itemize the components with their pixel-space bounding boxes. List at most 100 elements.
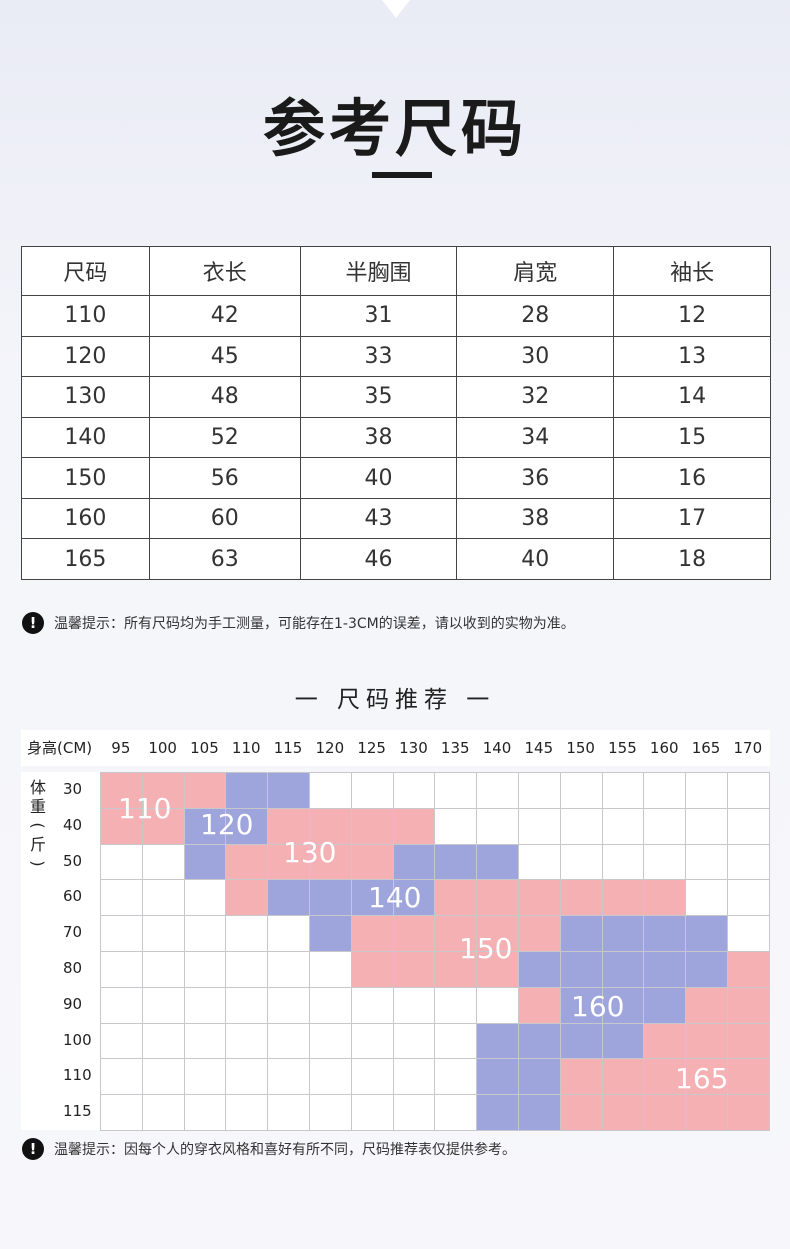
- grid-cell: [601, 772, 645, 809]
- grid-cell: [225, 951, 269, 988]
- grid-cell: [141, 951, 185, 988]
- grid-cell: [183, 1022, 227, 1060]
- grid-cell: [225, 986, 269, 1024]
- grid-cell: [559, 915, 603, 952]
- table-cell: 17: [613, 497, 771, 540]
- grid-cell: [267, 1058, 310, 1096]
- table-cell: 43: [299, 497, 458, 540]
- grid-cell: [727, 807, 770, 845]
- col-header-size: 尺码: [21, 246, 150, 296]
- grid-cell: [476, 986, 519, 1024]
- grid-cell: [309, 986, 352, 1024]
- height-value: 100: [148, 739, 177, 757]
- table-cell: 32: [456, 376, 615, 418]
- grid-cell: [643, 1022, 687, 1060]
- grid-cell: [518, 915, 561, 952]
- grid-cell: [518, 1022, 561, 1060]
- grid-cell: [100, 1022, 143, 1060]
- height-value: 170: [733, 739, 763, 757]
- grid-cell: [434, 986, 478, 1024]
- grid-cell: [476, 1094, 519, 1131]
- grid-cell: [518, 772, 561, 809]
- grid-cell: [643, 951, 687, 988]
- table-cell: 12: [613, 295, 771, 337]
- grid-cell: [559, 951, 603, 988]
- grid-cell: [643, 1094, 687, 1131]
- col-header-length: 衣长: [148, 246, 301, 296]
- grid-cell: [476, 843, 519, 881]
- grid-cell: [727, 1094, 770, 1131]
- table-cell: 28: [456, 295, 615, 337]
- grid-cell: [518, 1094, 561, 1131]
- grid-cell: [559, 807, 603, 845]
- grid-cell: [392, 1058, 436, 1096]
- grid-cell: [476, 915, 519, 952]
- grid-cell: [100, 915, 143, 952]
- grid-cell: [350, 1058, 394, 1096]
- weight-value: 100: [63, 1030, 92, 1049]
- table-cell: 14: [613, 376, 771, 418]
- grid-cell: [100, 843, 143, 881]
- grid-cell: [727, 915, 770, 952]
- grid-cell: [392, 951, 436, 988]
- height-value: 145: [524, 739, 554, 757]
- col-header-shoulder: 肩宽: [456, 246, 615, 296]
- size-table: 尺码 衣长 半胸围 肩宽 袖长 110 42 31 28 12 120 45 3…: [21, 246, 771, 580]
- grid-cell: [309, 1094, 352, 1131]
- table-cell: 38: [299, 416, 458, 459]
- grid-cell: [476, 879, 519, 917]
- grid-cell: [141, 843, 185, 881]
- size-label-110: 110: [118, 792, 172, 825]
- grid-cell: [518, 1058, 561, 1096]
- grid-cell: [643, 879, 687, 917]
- grid-cell: [601, 879, 645, 917]
- grid-cell: [225, 843, 269, 881]
- height-value: 95: [111, 739, 131, 757]
- weight-column: 体重(斤) 30 40 50 60 70 80 90 100 110 115: [21, 772, 100, 1130]
- table-cell: 36: [456, 457, 615, 499]
- grid-cell: [267, 772, 310, 809]
- top-notch: [382, 0, 410, 18]
- page-title: 参考尺码: [262, 92, 527, 165]
- grid-cell: [601, 1058, 645, 1096]
- weight-label: 体重(斤): [28, 778, 48, 867]
- grid-cell: [100, 772, 143, 809]
- grid-cell: [643, 915, 687, 952]
- tip-recommend: ! 温馨提示：因每个人的穿衣风格和喜好有所不同，尺码推荐表仅提供参考。: [22, 1138, 516, 1160]
- grid-cell: [518, 879, 561, 917]
- grid-cell: [350, 1022, 394, 1060]
- grid-cell: [183, 772, 227, 809]
- grid-cell: [141, 879, 185, 917]
- grid-cell: [225, 1094, 269, 1131]
- table-row: 150 56 40 36 16: [21, 457, 771, 499]
- weight-value: 80: [63, 959, 83, 977]
- grid-cell: [100, 1094, 143, 1131]
- grid-cell: [643, 1058, 687, 1096]
- grid-cell: [350, 951, 394, 988]
- grid-cell: [350, 843, 394, 881]
- grid-cell: [183, 986, 227, 1024]
- grid-cell: [183, 1058, 227, 1096]
- recommend-title: 一 尺码推荐 一: [294, 687, 496, 713]
- weight-value: 60: [63, 887, 83, 906]
- grid-cell: [434, 1058, 478, 1096]
- grid-cell: [350, 986, 394, 1024]
- grid-cell: [727, 1058, 770, 1096]
- table-row: 160 60 43 38 17: [21, 497, 771, 540]
- grid-cell: [476, 807, 519, 845]
- grid-cell: [392, 772, 436, 809]
- grid-cell: [141, 915, 185, 952]
- grid-cell: [434, 1094, 478, 1131]
- grid-cell: [434, 772, 478, 809]
- table-cell: 140: [21, 416, 150, 459]
- table-cell: 31: [299, 295, 458, 337]
- grid-cell: [141, 986, 185, 1024]
- grid-cell: [100, 986, 143, 1024]
- exclamation-circle-icon: !: [22, 612, 44, 634]
- grid-cell: [434, 807, 478, 845]
- table-cell: 16: [613, 457, 771, 499]
- grid-cell: [309, 915, 352, 952]
- grid-cell: [685, 1094, 728, 1131]
- table-cell: 110: [21, 295, 150, 337]
- table-cell: 45: [148, 335, 301, 378]
